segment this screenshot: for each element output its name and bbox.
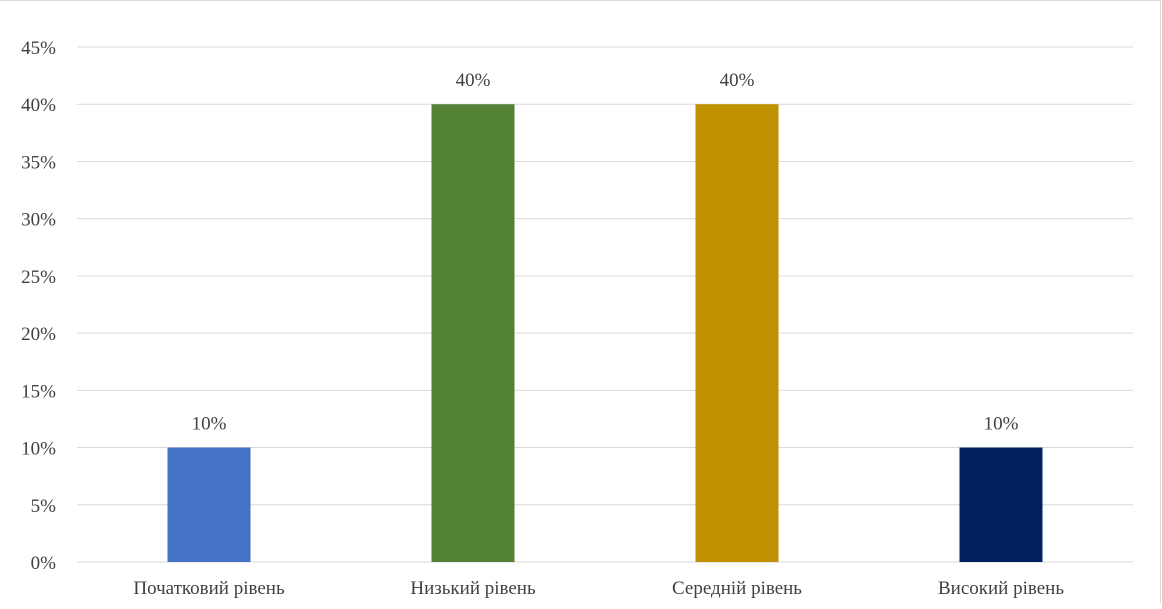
y-tick-label: 35% (21, 152, 56, 173)
y-tick-label: 20% (21, 324, 56, 345)
data-label: 10% (984, 414, 1019, 435)
y-tick-label: 5% (31, 496, 57, 517)
data-label: 40% (720, 70, 755, 91)
y-tick-label: 15% (21, 381, 56, 402)
gridlines (77, 46, 1133, 563)
x-axis-category-labels: Початковий рівень Низький рівень Середній … (133, 578, 1064, 599)
y-axis-tick-labels: 0% 5% 10% 15% 20% 25% 30% 35% 40% 45% (21, 38, 56, 574)
data-labels: 10% 40% 40% 10% (192, 70, 1019, 434)
bars (167, 104, 1043, 562)
y-tick-label: 10% (21, 439, 56, 460)
x-category-label: Середній рівень (672, 578, 802, 599)
y-tick-label: 40% (21, 95, 56, 116)
bar (959, 447, 1043, 562)
bar (695, 104, 779, 562)
y-tick-label: 25% (21, 267, 56, 288)
data-label: 40% (456, 70, 491, 91)
y-tick-label: 0% (31, 553, 57, 574)
data-label: 10% (192, 414, 227, 435)
x-category-label: Високий рівень (938, 578, 1064, 599)
x-category-label: Низький рівень (410, 578, 536, 599)
bar (431, 104, 515, 562)
y-tick-label: 30% (21, 210, 56, 231)
y-tick-label: 45% (21, 38, 56, 59)
x-category-label: Початковий рівень (133, 578, 285, 599)
bar (167, 447, 251, 562)
